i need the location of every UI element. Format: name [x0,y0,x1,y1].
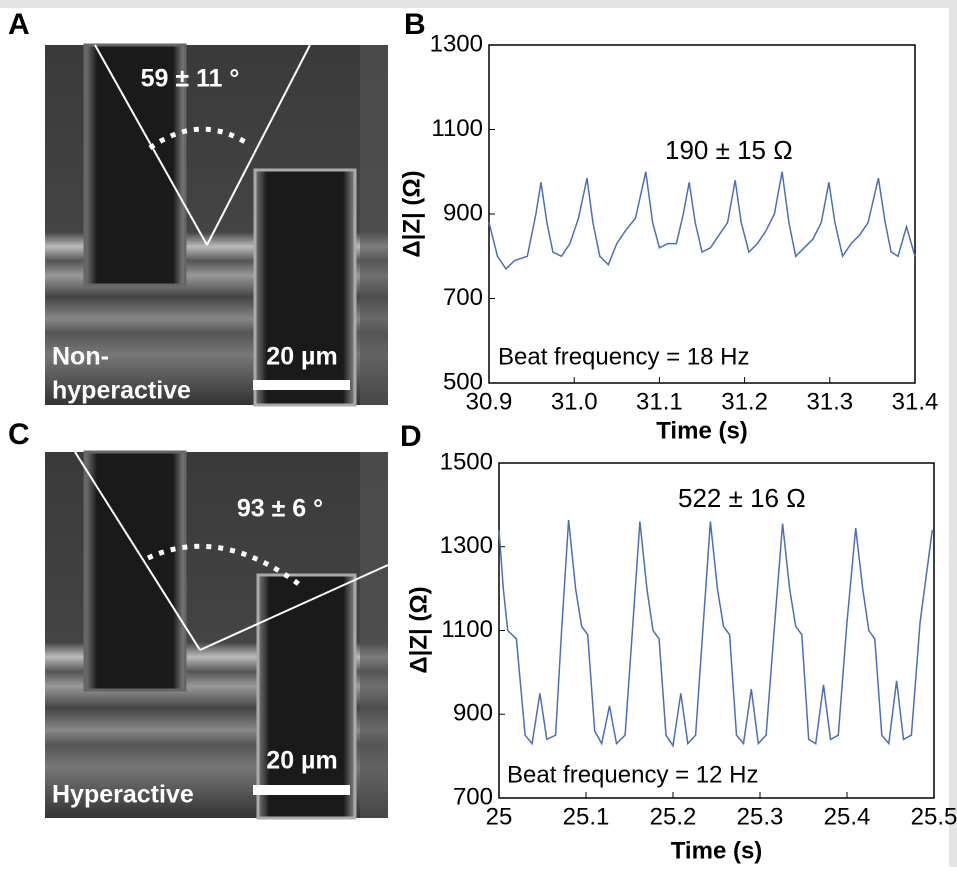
condition-label: Non- [52,343,109,371]
annotation: 522 ± 16 Ω [678,483,806,513]
x-tick-label: 25.4 [824,803,871,830]
y-tick-label: 500 [443,368,483,395]
top-strip [0,0,957,8]
signal-line [488,171,916,271]
panel-label: D [400,420,422,453]
condition-label: Hyperactive [52,781,194,809]
panel-label: C [8,418,30,451]
annotation: Beat frequency = 18 Hz [498,343,749,370]
y-tick-label: 1100 [441,616,493,643]
y-tick-label: 700 [453,783,493,810]
x-tick-label: 25 [486,803,513,830]
x-tick-label: 25.1 [563,803,610,830]
angle-label: 59 ± 11 ° [141,65,240,93]
y-axis-label: Δ|Z| (Ω) [405,586,432,673]
y-tick-label: 1500 [440,448,493,475]
scale-bar-label: 20 µm [266,747,337,775]
plot-frame [498,462,935,799]
y-tick-label: 1100 [431,115,483,142]
micrograph-a [45,43,388,407]
panel-label: B [404,8,426,41]
y-tick-label: 900 [443,199,483,226]
scale-bar-label: 20 µm [266,343,337,371]
annotation: Beat frequency = 12 Hz [507,761,758,788]
x-tick-label: 30.9 [466,388,513,415]
right-strip [949,0,957,867]
y-tick-label: 900 [453,700,493,727]
x-tick-label: 31.4 [892,388,939,415]
x-tick-label: 25.5 [911,803,957,830]
x-tick-label: 25.3 [737,803,784,830]
x-tick-label: 31.0 [551,388,598,415]
x-tick-label: 31.2 [721,388,768,415]
x-axis-label: Time (s) [656,417,748,444]
y-tick-label: 1300 [430,30,483,57]
y-axis-label: Δ|Z| (Ω) [398,170,425,257]
angle-label: 93 ± 6 ° [237,495,323,523]
x-tick-label: 31.3 [806,388,853,415]
x-axis-label: Time (s) [671,837,763,864]
x-tick-label: 31.1 [636,388,683,415]
panel-label: A [8,8,30,41]
y-tick-label: 1300 [440,532,493,559]
condition-label: hyperactive [52,377,191,405]
signal-line [498,519,934,748]
y-tick-label: 700 [443,284,483,311]
plot-frame [488,44,916,384]
micrograph-c [45,450,389,820]
annotation: 190 ± 15 Ω [665,135,793,165]
x-tick-label: 25.2 [650,803,697,830]
